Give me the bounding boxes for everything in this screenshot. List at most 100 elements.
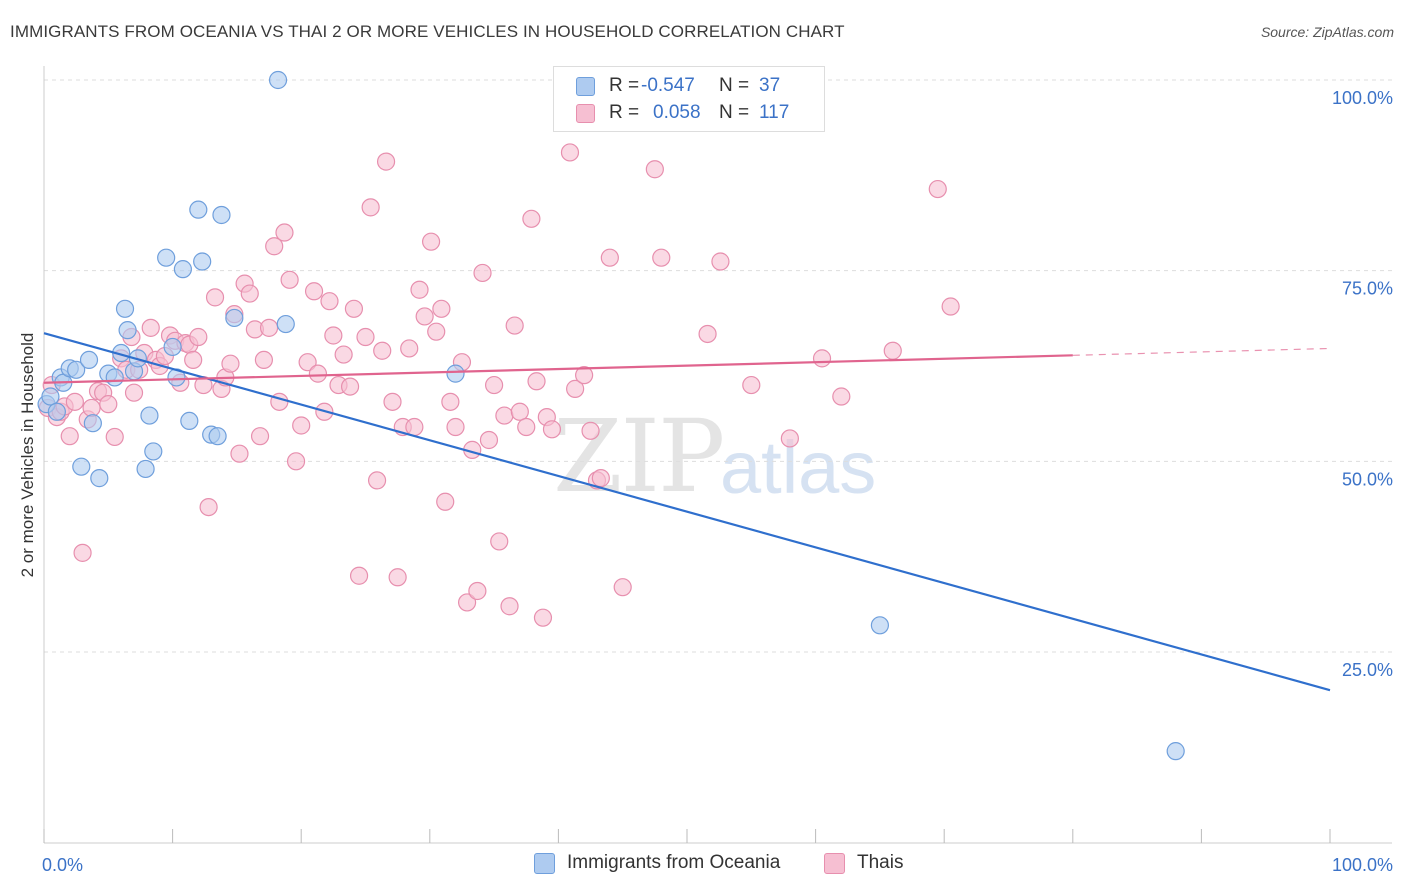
thais-point [292, 416, 311, 435]
thais-point [65, 392, 84, 411]
thais-point [344, 299, 364, 318]
oceania-point [446, 364, 465, 383]
y-tick-label: 50.0% [1342, 469, 1393, 489]
thais-point [485, 375, 504, 395]
thais-point [613, 578, 632, 597]
oceania-point [208, 427, 227, 446]
thais-point [324, 326, 343, 345]
oceania-point [115, 299, 135, 318]
thais-point [367, 471, 387, 490]
thais-point [124, 383, 144, 402]
y-axis-label: 2 or more Vehicles in Household [18, 332, 37, 578]
stats-row-oceania: R = -0.547 N = 37 [576, 74, 780, 98]
n-label: N = [719, 102, 750, 123]
thais-point [698, 324, 717, 344]
thais-trendline [43, 354, 1073, 384]
series-legend: Immigrants from Oceania Thais [0, 852, 1406, 878]
oceania-point [140, 406, 159, 425]
oceania-legend-swatch [534, 852, 555, 874]
oceania-point [189, 200, 208, 219]
thais-point [184, 350, 203, 369]
thais-point [275, 223, 294, 242]
oceania-point [276, 314, 295, 334]
oceania-swatch [576, 76, 595, 96]
thais-point [652, 248, 671, 267]
thais-point [505, 316, 524, 335]
thais-point [591, 469, 610, 488]
thais-point [473, 263, 492, 283]
thais-point [581, 421, 600, 440]
oceania-point [1166, 742, 1185, 761]
legend-item-thais[interactable]: Thais [824, 852, 903, 874]
n-value: 37 [759, 75, 781, 96]
thais-point [510, 402, 529, 421]
thais-point [490, 532, 509, 551]
thais-point [575, 366, 594, 385]
thais-point [436, 492, 455, 511]
r-label: R = [609, 75, 640, 96]
thais-point [304, 282, 324, 301]
y-tick-label: 75.0% [1342, 279, 1393, 299]
n-label: N = [719, 75, 750, 96]
legend-label-thais: Thais [857, 852, 904, 873]
oceania-point [268, 70, 288, 90]
thais-point [527, 372, 546, 391]
thais-point [500, 597, 519, 616]
x-tick-label: 0.0% [42, 855, 83, 875]
x-tick-label: 100.0% [1332, 855, 1393, 875]
r-value: -0.547 [641, 75, 695, 96]
oceania-point [225, 308, 244, 328]
thais-point [517, 417, 536, 437]
thais-point [742, 375, 761, 395]
thais-point [373, 341, 392, 360]
thais-point [376, 152, 396, 171]
watermark-zip: ZIP [553, 398, 725, 515]
thais-point [73, 543, 92, 562]
thais-point [832, 387, 851, 406]
oceania-point [136, 459, 155, 479]
thais-point [199, 497, 218, 517]
chart-title: IMMIGRANTS FROM OCEANIA VS THAI 2 OR MOR… [10, 22, 845, 41]
thais-point [441, 392, 460, 411]
thais-point [230, 444, 249, 463]
thais-swatch [576, 103, 595, 123]
thais-point [60, 427, 79, 446]
thais-point [600, 248, 619, 267]
y-tick-label: 25.0% [1342, 660, 1393, 680]
thais-point [308, 364, 328, 383]
oceania-point [193, 252, 212, 271]
thais-point [427, 322, 446, 341]
thais-point [99, 395, 118, 414]
oceania-point [212, 205, 231, 225]
stats-legend: R = -0.547 N = 37 R = 0.058 N = 117 [553, 66, 825, 132]
thais-point [421, 232, 441, 251]
oceania-point [79, 350, 99, 369]
oceania-point [144, 442, 163, 461]
thais-point [265, 237, 284, 256]
oceania-point [105, 368, 124, 387]
y-tick-label: 100.0% [1332, 88, 1393, 108]
thais-point [405, 417, 424, 437]
thais-point [334, 345, 353, 364]
thais-point [446, 417, 465, 437]
oceania-point [163, 337, 182, 357]
thais-point [240, 284, 259, 303]
thais-point [941, 297, 960, 316]
thais-point [410, 280, 429, 299]
thais-point [250, 427, 270, 446]
thais-point [883, 341, 902, 360]
r-value: 0.058 [653, 102, 701, 123]
oceania-point [67, 360, 86, 379]
thais-point [560, 143, 580, 162]
thais-point [320, 292, 339, 311]
thais-point [340, 377, 360, 396]
oceania-trendline [43, 332, 1331, 692]
legend-label-oceania: Immigrants from Oceania [567, 852, 781, 873]
thais-point [566, 379, 585, 398]
thais-point [457, 593, 477, 612]
thais-trendline-extension [1072, 347, 1331, 356]
thais-point [542, 420, 562, 439]
legend-item-oceania[interactable]: Immigrants from Oceania [534, 852, 780, 874]
oceania-point [83, 414, 102, 433]
thais-point [711, 252, 730, 271]
